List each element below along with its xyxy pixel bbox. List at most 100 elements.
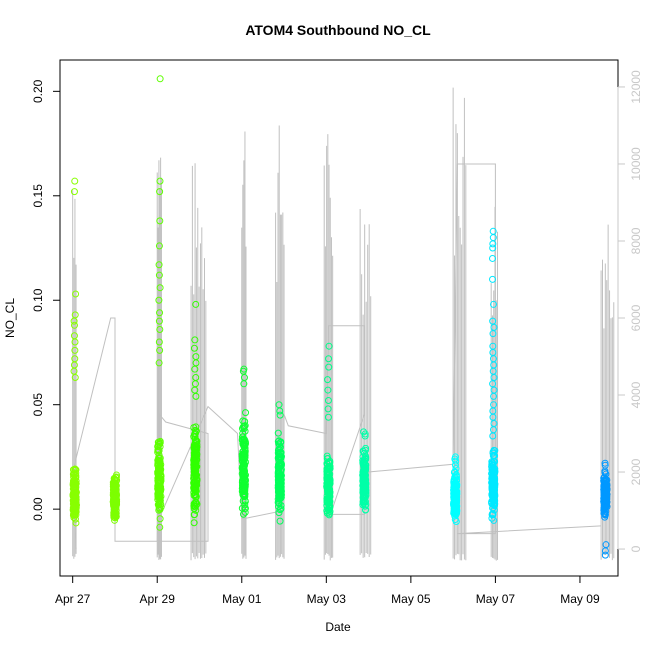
data-point (275, 474, 283, 482)
data-point (70, 506, 78, 514)
x-tick-label: Apr 27 (55, 592, 91, 606)
data-point (275, 461, 283, 469)
data-point (324, 480, 332, 488)
data-point (71, 515, 79, 523)
data-point (488, 514, 496, 522)
data-point (453, 507, 461, 515)
data-point (155, 242, 163, 250)
data-point (156, 177, 164, 185)
data-point (193, 443, 201, 451)
data-point (156, 284, 164, 292)
data-point (155, 317, 163, 325)
data-point (450, 490, 458, 498)
data-point (191, 481, 199, 489)
data-point (451, 486, 459, 494)
series-group (69, 177, 80, 527)
data-point (241, 475, 249, 483)
x-tick-label: May 03 (307, 592, 347, 606)
data-point (70, 188, 78, 196)
data-point (192, 472, 200, 480)
series-group (450, 453, 461, 525)
data-point (360, 489, 368, 497)
data-point (452, 479, 460, 487)
y2-tick-label: 2000 (629, 458, 643, 485)
secondary-connector-line (72, 163, 602, 550)
data-point (360, 484, 368, 492)
data-point (241, 504, 249, 512)
data-point (71, 346, 79, 354)
data-point (489, 504, 497, 512)
data-point (275, 453, 283, 461)
data-point (601, 459, 609, 467)
data-point (601, 461, 609, 469)
data-point (325, 355, 333, 363)
data-point (491, 447, 499, 455)
y2-axis: 0 2000 4000 6000 8000 10000 12000 (617, 70, 643, 552)
data-point (191, 365, 199, 373)
data-point (489, 461, 497, 469)
data-point (362, 491, 370, 499)
data-point (277, 453, 285, 461)
data-point (601, 551, 609, 559)
data-point (274, 429, 282, 437)
data-point (600, 482, 608, 490)
data-point (361, 467, 369, 475)
data-point (490, 451, 498, 459)
data-point (156, 439, 164, 447)
data-point (489, 448, 497, 456)
data-point (191, 462, 199, 470)
data-point (489, 275, 497, 283)
secondary-trace-connector (72, 163, 602, 550)
data-point (452, 504, 460, 512)
data-point (277, 438, 285, 446)
data-point (71, 374, 79, 382)
x-tick-label: May 09 (560, 592, 600, 606)
x-tick-label: May 05 (391, 592, 431, 606)
data-point (191, 336, 199, 344)
data-point (488, 254, 496, 262)
data-point (323, 471, 331, 479)
data-point (275, 478, 283, 486)
data-point (601, 469, 609, 477)
data-point (155, 454, 163, 462)
data-point (157, 466, 165, 474)
data-point (600, 501, 608, 509)
data-point (451, 515, 459, 523)
data-point (276, 407, 284, 415)
y2-tick-label: 10000 (629, 147, 643, 181)
data-point (488, 470, 496, 478)
data-point (72, 490, 80, 498)
data-point (192, 423, 200, 431)
data-point (326, 462, 334, 470)
data-point (275, 509, 283, 517)
data-point (451, 510, 459, 518)
data-point (192, 392, 200, 400)
data-point (488, 484, 496, 492)
data-point (154, 494, 162, 502)
y-tick-label: 0.15 (31, 184, 45, 208)
data-point (110, 481, 118, 489)
data-point (110, 509, 118, 517)
data-point (155, 296, 163, 304)
data-point (156, 309, 164, 317)
y-tick-label: 0.00 (31, 497, 45, 521)
data-point (238, 504, 246, 512)
data-point (111, 516, 119, 524)
y-tick-label: 0.10 (31, 288, 45, 312)
data-point (324, 483, 332, 491)
y-axis-label: NO_CL (3, 298, 17, 338)
data-point (238, 433, 246, 441)
data-point (601, 476, 609, 484)
y2-tick-label: 8000 (629, 227, 643, 254)
data-point (191, 426, 199, 434)
data-point (191, 503, 199, 511)
data-point (241, 490, 249, 498)
data-point (325, 496, 333, 504)
data-point (361, 432, 369, 440)
data-point (324, 405, 332, 413)
data-point (452, 502, 460, 510)
data-point (156, 346, 164, 354)
data-point (324, 376, 332, 384)
y2-tick-label: 12000 (629, 70, 643, 104)
series-group (190, 300, 201, 527)
